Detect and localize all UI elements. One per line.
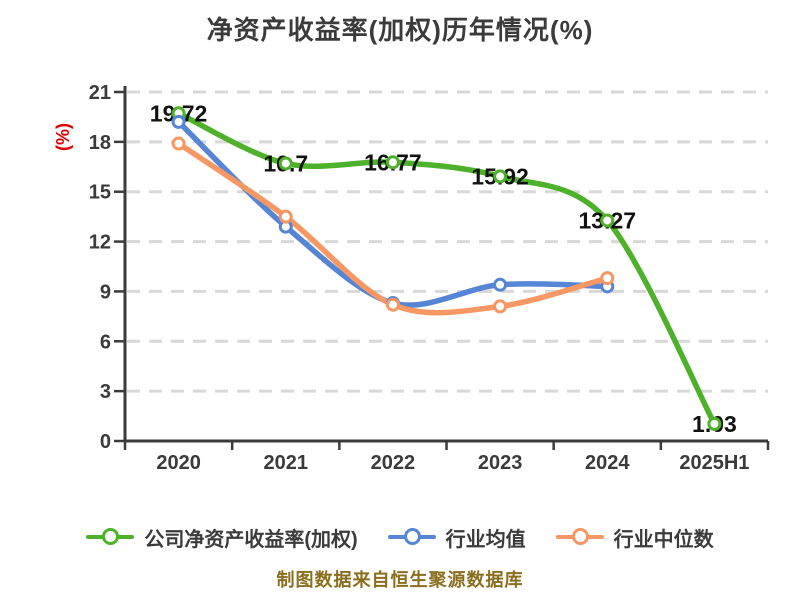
y-tick-label: 18 [89, 132, 111, 154]
company-roe-point-2022[interactable] [385, 155, 400, 170]
industry-median-point-2022[interactable] [385, 297, 400, 312]
industry-median-point-2021[interactable] [278, 209, 293, 224]
x-tick-label: 2023 [478, 452, 523, 474]
x-tick-label: 2022 [371, 452, 416, 474]
company-roe-point-2024[interactable] [600, 213, 615, 228]
data-source-note: 制图数据来自恒生聚源数据库 [276, 570, 524, 590]
legend-marker-company-roe-icon [86, 527, 135, 547]
company-roe-point-2023[interactable] [493, 169, 508, 184]
company-roe-line [175, 110, 718, 427]
roe-line-plot: 036912151821202020212022202320242025H119… [89, 82, 770, 474]
company-roe-point-2025H1[interactable] [707, 416, 722, 431]
industry-mean-point-2023[interactable] [493, 277, 508, 292]
y-tick-label: 21 [89, 82, 111, 104]
industry-median-point-2023[interactable] [493, 299, 508, 314]
y-tick-label: 3 [100, 381, 111, 403]
legend-label-industry-median: 行业中位数 [613, 528, 714, 551]
legend-item-industry-median[interactable]: 行业中位数 [555, 523, 714, 552]
y-tick-label: 12 [89, 232, 111, 254]
legend-marker-industry-median-icon [555, 527, 604, 547]
company-roe-point-2021[interactable] [278, 156, 293, 171]
x-tick-label: 2021 [264, 452, 309, 474]
x-tick-label: 2024 [585, 452, 630, 474]
x-tick-label: 2020 [156, 452, 201, 474]
y-tick-label: 15 [89, 182, 111, 204]
x-tick-label: 2025H1 [679, 452, 749, 474]
y-tick-label: 6 [100, 331, 111, 353]
legend-label-company-roe: 公司净资产收益率(加权) [144, 528, 358, 551]
industry-mean-point-2020[interactable] [171, 114, 186, 129]
y-tick-label: 0 [100, 431, 111, 453]
legend-item-company-roe[interactable]: 公司净资产收益率(加权) [86, 523, 358, 552]
industry-median-point-2024[interactable] [600, 271, 615, 286]
y-tick-label: 9 [100, 281, 111, 303]
legend-item-industry-mean[interactable]: 行业均值 [387, 523, 526, 552]
legend-label-industry-mean: 行业均值 [445, 528, 526, 551]
legend: 公司净资产收益率(加权) 行业均值 行业中位数 [0, 517, 800, 557]
legend-marker-industry-mean-icon [387, 527, 436, 547]
industry-median-point-2020[interactable] [171, 136, 186, 151]
chart-title: 净资产收益率(加权)历年情况(%) [206, 15, 594, 45]
